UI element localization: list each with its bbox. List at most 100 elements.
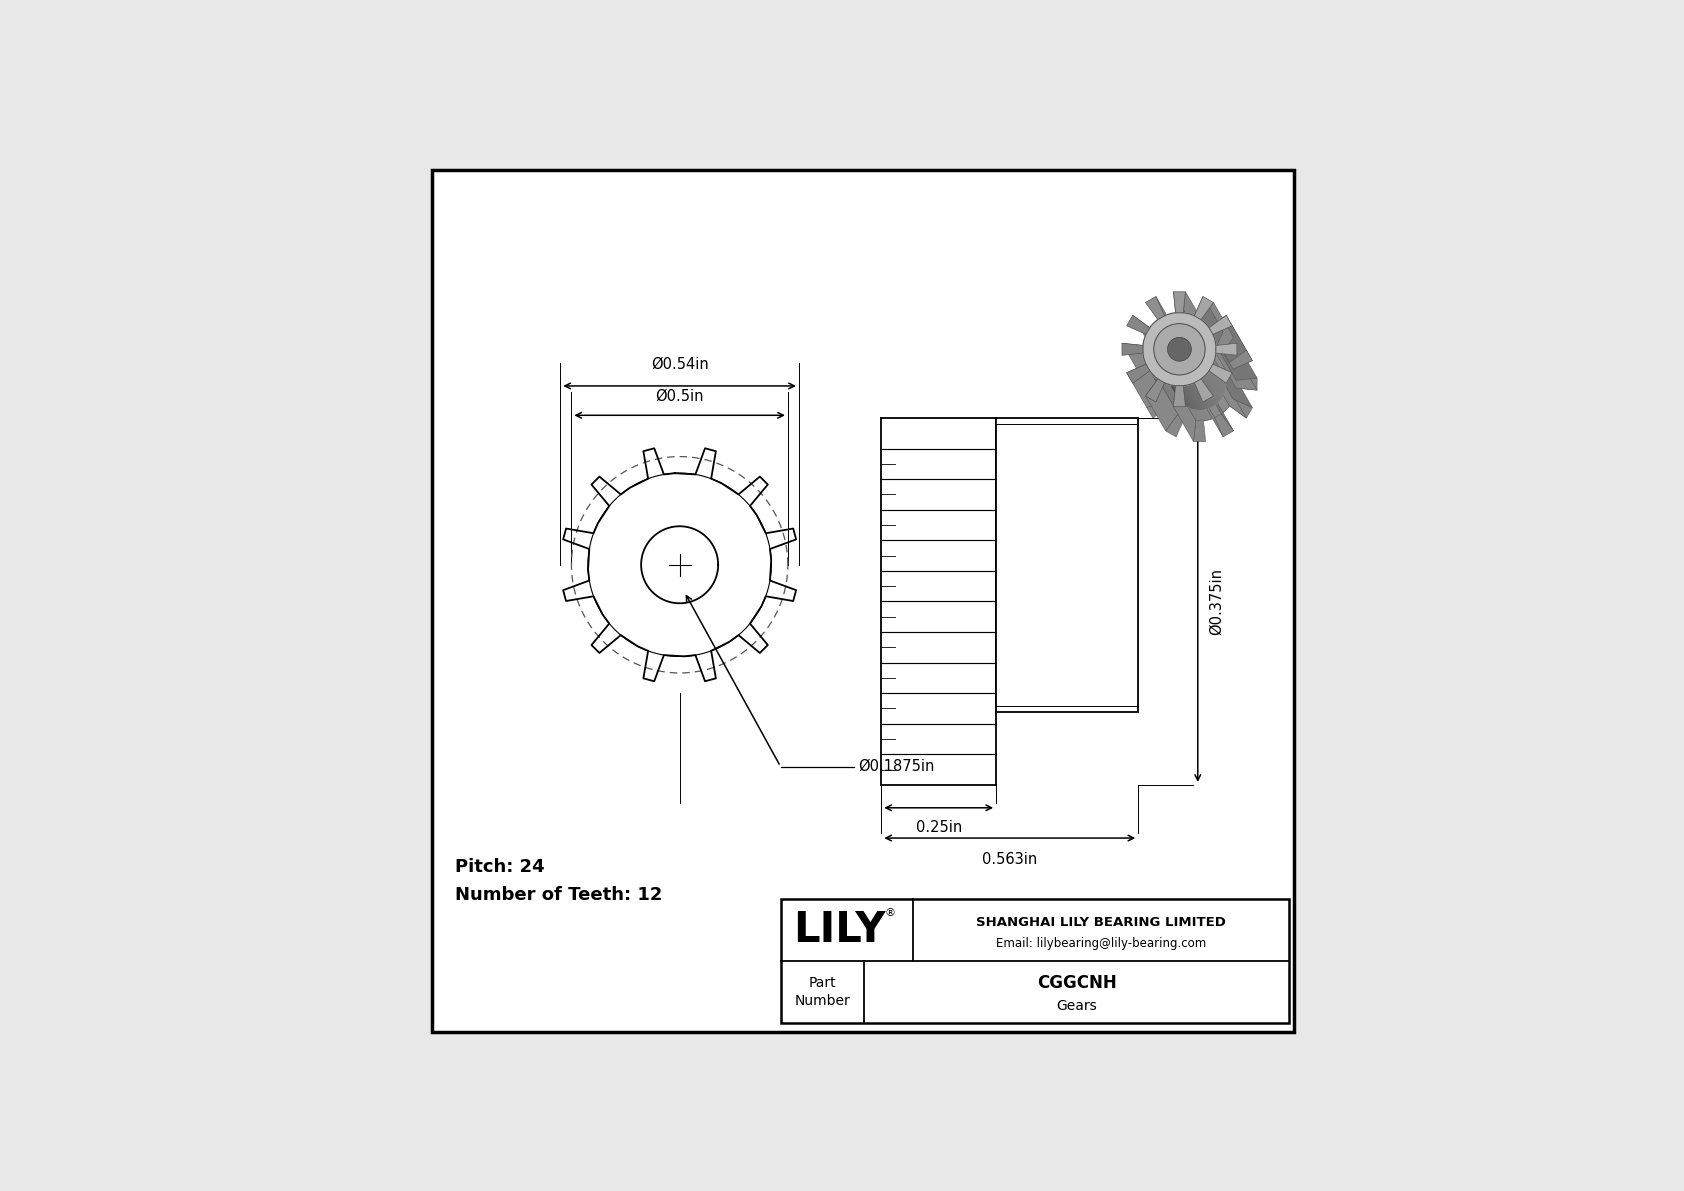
Polygon shape: [1189, 385, 1209, 419]
Polygon shape: [1189, 373, 1209, 409]
Polygon shape: [1157, 378, 1177, 413]
Polygon shape: [1196, 329, 1216, 364]
Polygon shape: [1191, 372, 1211, 407]
Polygon shape: [1167, 372, 1187, 406]
Polygon shape: [1204, 342, 1224, 378]
Polygon shape: [1186, 374, 1206, 409]
Polygon shape: [1197, 368, 1218, 404]
Polygon shape: [1201, 335, 1221, 370]
Polygon shape: [1189, 373, 1209, 409]
Polygon shape: [1194, 382, 1216, 418]
Polygon shape: [1209, 316, 1246, 362]
Polygon shape: [1164, 382, 1184, 418]
Polygon shape: [1184, 374, 1204, 410]
Polygon shape: [1202, 337, 1223, 373]
Polygon shape: [1207, 326, 1229, 362]
Polygon shape: [1189, 325, 1209, 360]
Polygon shape: [1196, 317, 1216, 351]
Polygon shape: [1160, 381, 1182, 416]
Polygon shape: [1204, 355, 1224, 389]
Polygon shape: [1184, 324, 1204, 358]
Polygon shape: [1211, 331, 1231, 367]
Polygon shape: [1204, 342, 1224, 378]
Polygon shape: [1209, 370, 1229, 406]
Polygon shape: [1164, 369, 1184, 405]
Polygon shape: [1147, 364, 1167, 400]
Polygon shape: [1189, 313, 1209, 349]
Polygon shape: [1196, 329, 1216, 364]
Polygon shape: [1201, 379, 1234, 431]
Polygon shape: [1214, 338, 1234, 374]
Polygon shape: [1202, 337, 1223, 373]
Polygon shape: [1216, 343, 1256, 380]
Polygon shape: [1204, 356, 1224, 391]
Polygon shape: [1145, 363, 1165, 399]
Polygon shape: [1204, 355, 1224, 391]
Polygon shape: [1204, 344, 1224, 379]
Polygon shape: [1184, 386, 1204, 420]
Polygon shape: [1202, 320, 1223, 356]
Polygon shape: [1199, 366, 1219, 400]
Polygon shape: [1202, 361, 1223, 397]
Polygon shape: [1184, 386, 1206, 420]
Polygon shape: [1194, 329, 1214, 363]
Polygon shape: [1170, 385, 1192, 420]
Polygon shape: [1189, 385, 1209, 419]
Polygon shape: [1204, 343, 1224, 379]
Polygon shape: [1147, 367, 1167, 401]
Polygon shape: [1216, 348, 1236, 382]
Polygon shape: [1201, 336, 1221, 370]
Polygon shape: [1197, 331, 1218, 367]
Polygon shape: [1154, 355, 1175, 391]
Polygon shape: [1186, 324, 1206, 360]
Polygon shape: [1154, 353, 1174, 387]
Polygon shape: [1155, 378, 1177, 412]
Text: Gears: Gears: [1056, 999, 1098, 1012]
Polygon shape: [1206, 348, 1226, 382]
Polygon shape: [1179, 386, 1199, 420]
Polygon shape: [1229, 399, 1253, 418]
Polygon shape: [1189, 373, 1211, 407]
Polygon shape: [1196, 317, 1218, 351]
Polygon shape: [1211, 367, 1231, 403]
Polygon shape: [1194, 379, 1214, 403]
Polygon shape: [1164, 382, 1186, 418]
Polygon shape: [1199, 318, 1219, 354]
Polygon shape: [1152, 374, 1172, 409]
Polygon shape: [1206, 349, 1226, 385]
Polygon shape: [1199, 367, 1219, 401]
Polygon shape: [1209, 326, 1229, 362]
Polygon shape: [1201, 303, 1234, 355]
Polygon shape: [1191, 384, 1212, 419]
Polygon shape: [1155, 357, 1175, 393]
Polygon shape: [1169, 373, 1189, 407]
Polygon shape: [1191, 314, 1211, 349]
Polygon shape: [1155, 356, 1175, 391]
Polygon shape: [1212, 363, 1234, 399]
Polygon shape: [1199, 366, 1219, 401]
Polygon shape: [1187, 374, 1209, 409]
Polygon shape: [1202, 362, 1223, 397]
Polygon shape: [1214, 337, 1234, 373]
Polygon shape: [1206, 347, 1226, 382]
Polygon shape: [1194, 370, 1214, 406]
Polygon shape: [1174, 374, 1196, 410]
Polygon shape: [1143, 356, 1164, 392]
Bar: [780, 898, 1290, 1023]
Polygon shape: [1204, 343, 1224, 378]
Polygon shape: [1206, 348, 1226, 384]
Polygon shape: [1197, 317, 1218, 353]
Polygon shape: [1127, 316, 1150, 335]
Polygon shape: [1201, 379, 1223, 413]
Polygon shape: [1180, 386, 1202, 420]
Polygon shape: [1155, 356, 1175, 392]
Polygon shape: [1159, 364, 1179, 400]
Polygon shape: [1164, 382, 1184, 417]
Polygon shape: [1157, 361, 1177, 397]
Polygon shape: [1209, 328, 1229, 363]
Polygon shape: [1157, 378, 1177, 413]
Polygon shape: [1216, 350, 1236, 386]
Polygon shape: [1194, 382, 1214, 418]
Polygon shape: [1194, 316, 1214, 350]
Polygon shape: [1184, 374, 1204, 410]
